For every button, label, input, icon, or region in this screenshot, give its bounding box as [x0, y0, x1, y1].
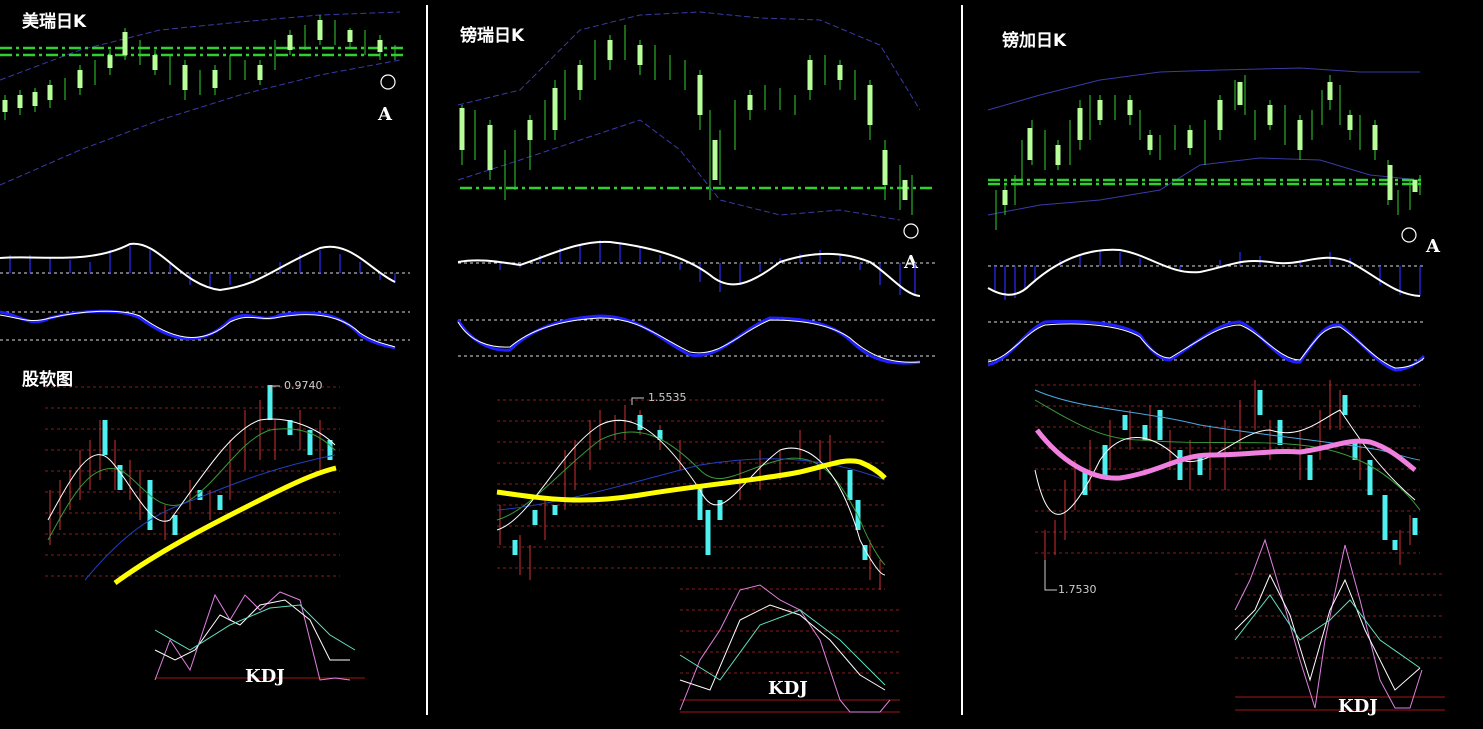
- kdj-k: [1234, 573, 1421, 691]
- band: [0, 11, 401, 81]
- sub-title: 股软图: [22, 369, 73, 390]
- ma-line: [496, 431, 886, 566]
- price-label: 1.5535: [648, 391, 687, 404]
- trend-line: [1035, 428, 1417, 481]
- panel-title: 镑加日K: [1002, 30, 1067, 51]
- ma-line: [496, 419, 886, 576]
- histogram: [499, 240, 916, 296]
- macd-line: [987, 248, 1421, 297]
- band: [457, 11, 921, 111]
- marker: A: [377, 104, 393, 125]
- price-label: 1.7530: [1058, 583, 1097, 596]
- indicator-line: [456, 314, 921, 365]
- panel-2: A 镑瑞日K 1.5535 KDJ: [456, 11, 935, 713]
- band: [987, 67, 1420, 111]
- marker-circle: [1401, 227, 1417, 243]
- indicator-line: [0, 310, 396, 348]
- marker-circle: [380, 74, 396, 90]
- indicator-label: KDJ: [1338, 696, 1378, 717]
- candle-bodies: [102, 385, 333, 535]
- panel-3: A 镑加日K 1.7530 KDJ: [987, 30, 1445, 717]
- marker-circle: [903, 223, 919, 239]
- marker: A: [1425, 236, 1441, 257]
- candle-bodies: [2, 20, 383, 112]
- indicator-line: [987, 319, 1426, 372]
- macd-line: [0, 242, 396, 292]
- panel-1: A 美瑞日K 股软图 0.9740 KDJ: [0, 11, 410, 687]
- trend-line: [496, 458, 887, 503]
- pointer: [631, 397, 644, 405]
- grid: [497, 399, 900, 674]
- ma-line: [47, 418, 336, 522]
- pointer: [1044, 560, 1057, 591]
- kdj-j: [154, 591, 351, 681]
- kdj-k: [679, 604, 886, 691]
- indicator-line: [457, 317, 921, 363]
- candle-wicks: [1044, 380, 1411, 570]
- price-label: 0.9740: [284, 379, 323, 392]
- kdj-k: [154, 599, 350, 661]
- kdj-j: [679, 584, 891, 713]
- grid: [45, 386, 340, 577]
- candle-bodies: [1002, 82, 1418, 205]
- panel-title: 美瑞日K: [22, 11, 87, 32]
- macd-line: [457, 240, 921, 297]
- kdj-d: [679, 609, 886, 686]
- pointer: [269, 385, 280, 392]
- candle-bodies: [459, 40, 908, 200]
- indicator-label: KDJ: [768, 678, 808, 699]
- indicator-line: [987, 323, 1425, 369]
- ma-line: [84, 454, 336, 581]
- grid: [1035, 384, 1445, 659]
- kdj-j: [1234, 538, 1423, 709]
- band: [987, 157, 1421, 216]
- trend-line: [113, 465, 337, 586]
- indicator-label: KDJ: [245, 666, 285, 687]
- kdj-d: [1234, 594, 1421, 669]
- band: [457, 119, 901, 221]
- panel-title: 镑瑞日K: [460, 25, 525, 46]
- kdj-d: [154, 604, 356, 651]
- ma-line: [47, 428, 336, 541]
- band: [0, 59, 401, 186]
